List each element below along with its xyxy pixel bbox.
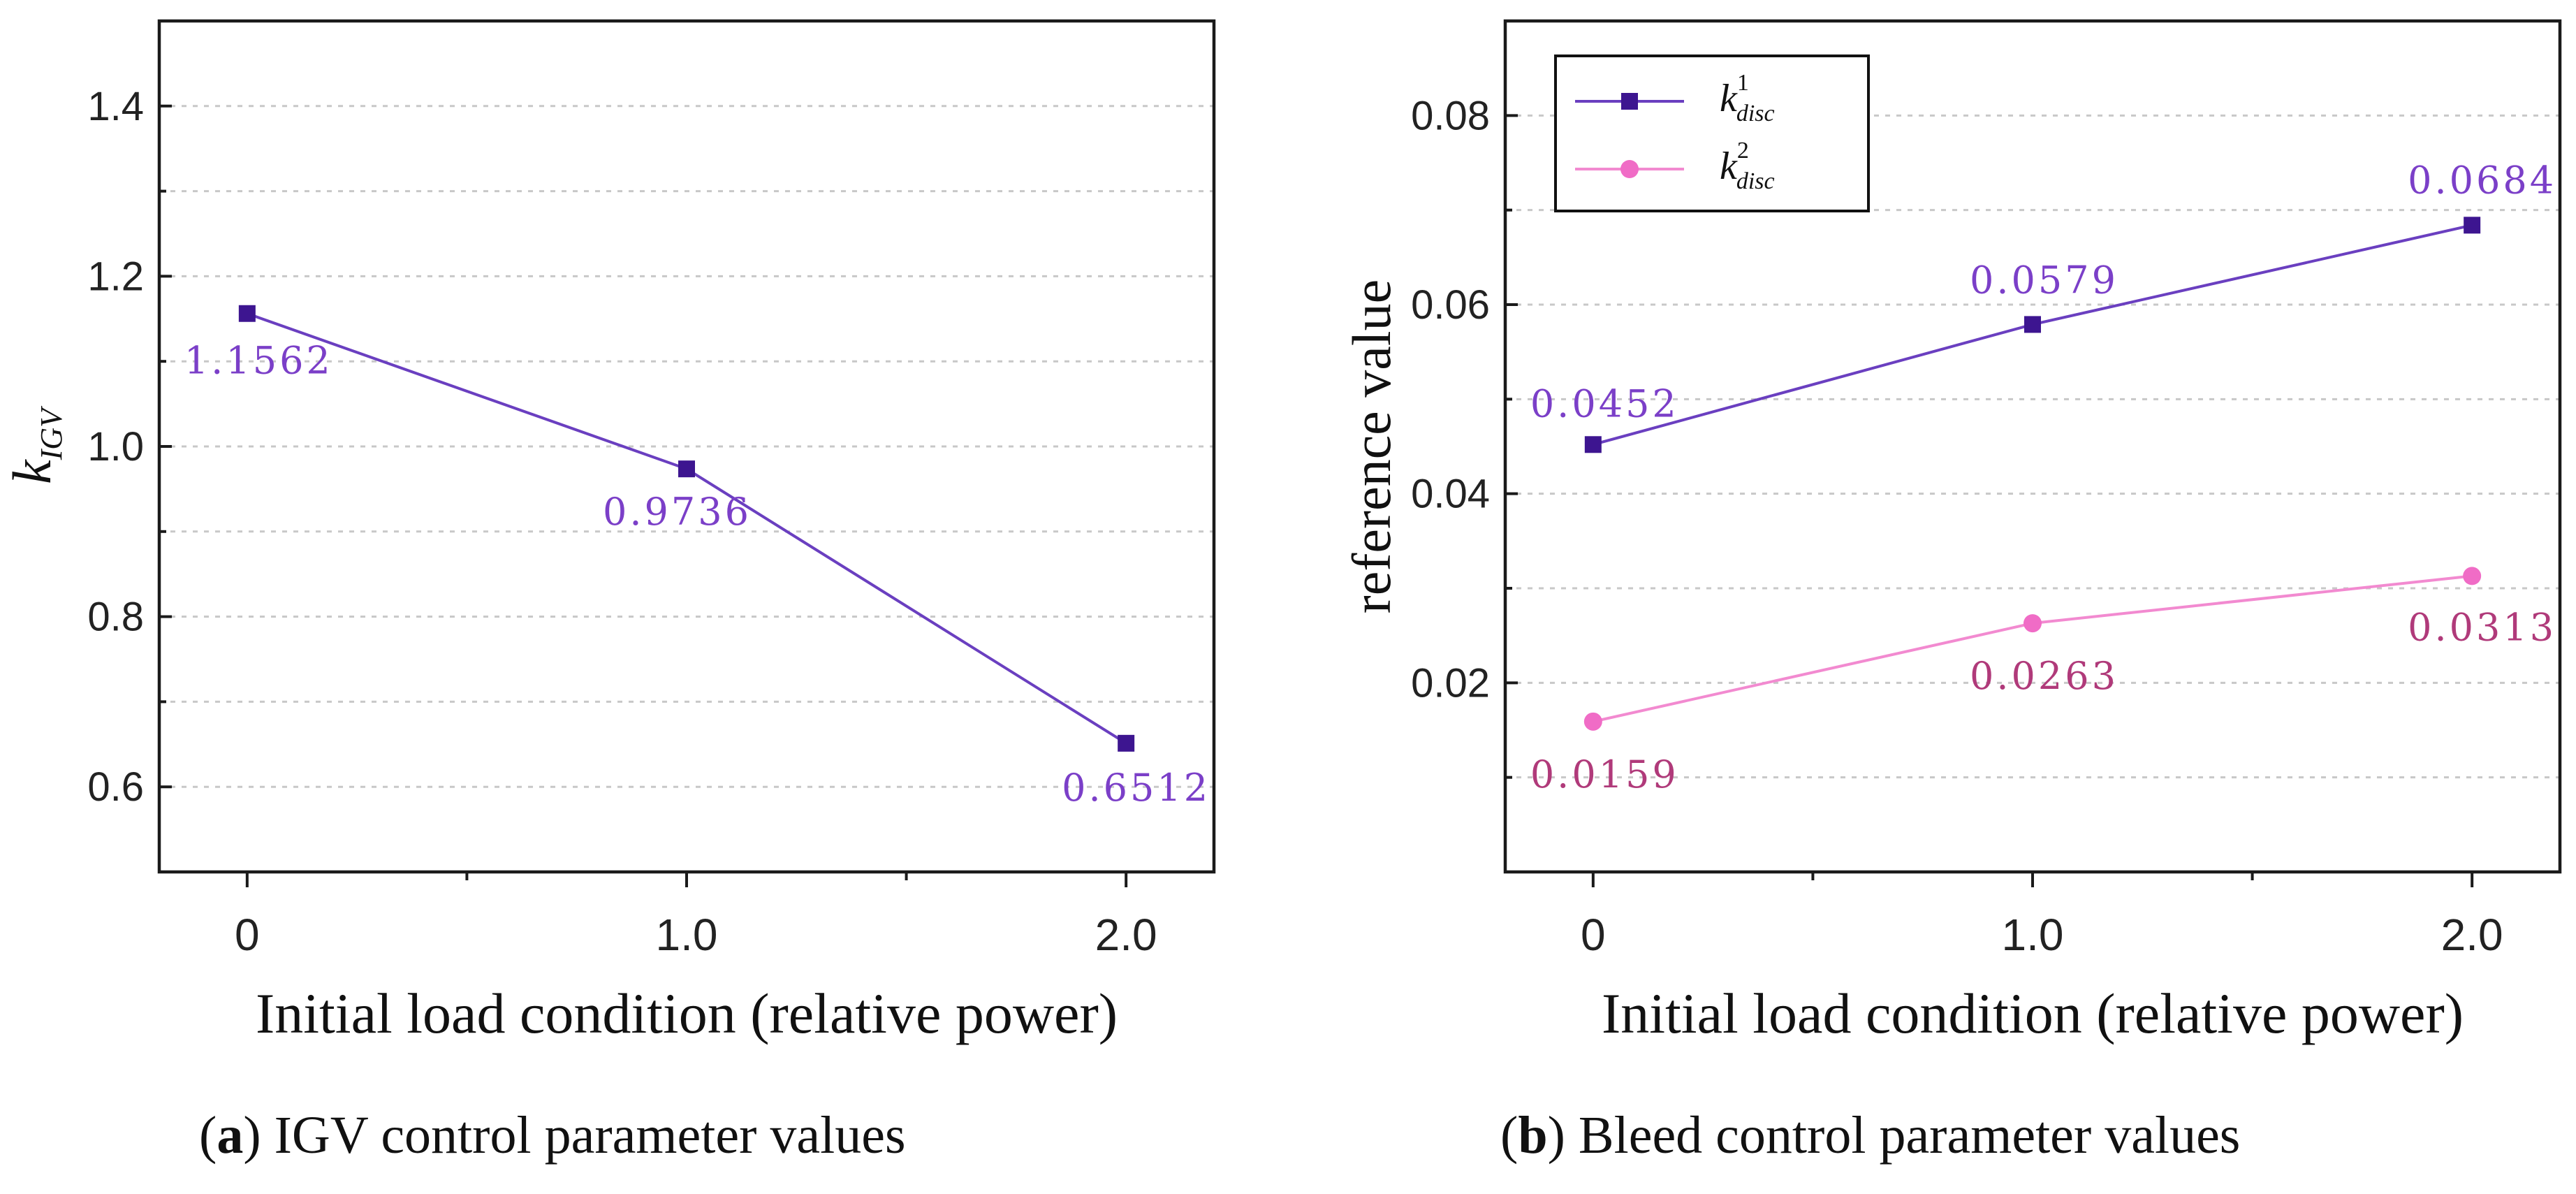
data-label: 0.0159 (1530, 752, 1679, 796)
data-label: 0.6512 (1062, 766, 1210, 810)
x-tick-label: 1.0 (2002, 910, 2064, 960)
caption-letter: b (1518, 1106, 1547, 1165)
legend-label-main: k (1720, 145, 1738, 188)
legend-label-sup: 2 (1737, 138, 1749, 163)
data-label: 1.1562 (184, 339, 333, 383)
figure-caption: (a) IGV control parameter values (199, 1106, 906, 1165)
data-point-marker (1584, 436, 1602, 453)
caption-text: ) IGV control parameter values (243, 1106, 905, 1165)
legend-label-sub: disc (1736, 101, 1775, 126)
figure-caption: (b) Bleed control parameter values (1500, 1106, 2240, 1165)
y-tick-label: 0.08 (1411, 93, 1490, 138)
legend-label: k1 disc (1720, 70, 1775, 126)
chart-b-bleed: 0.02 0.04 0.06 0.08 0 1.0 2.0 Initial load cond… (1341, 19, 2562, 1165)
data-label: 0.0263 (1970, 654, 2118, 698)
y-tick-label: 1.0 (87, 424, 144, 469)
data-label: 0.0313 (2408, 605, 2556, 649)
caption-letter: a (217, 1106, 243, 1165)
data-point-marker (238, 305, 256, 322)
y-axis-label-sub: IGV (34, 405, 68, 460)
data-point-marker (1583, 712, 1602, 731)
caption-paren: ( (199, 1106, 217, 1165)
series-line-k_disc^2 (1593, 574, 2473, 723)
x-tick-label: 2.0 (2441, 910, 2503, 960)
legend-label: k2 disc (1720, 138, 1775, 194)
legend-label-sub: disc (1736, 168, 1775, 194)
x-axis-label: Initial load condition (relative power) (1602, 982, 2464, 1045)
y-tick-label: 0.04 (1411, 472, 1490, 517)
y-axis-label-main: reference value (1341, 279, 1402, 613)
caption-text: ) Bleed control parameter values (1548, 1106, 2241, 1165)
y-axis-label: kIGV (1, 405, 68, 484)
y-axis-label: reference value (1341, 279, 1402, 613)
data-point-marker (1118, 734, 1135, 752)
legend-box (1554, 54, 1870, 212)
data-label: 0.9736 (603, 490, 752, 534)
x-tick-label: 2.0 (1095, 910, 1157, 960)
x-axis-label: Initial load condition (relative power) (256, 982, 1118, 1045)
data-point-marker (2024, 316, 2041, 333)
legend-marker (1620, 160, 1639, 178)
data-label: 0.0452 (1530, 381, 1679, 425)
y-axis-label-main: k (1, 459, 62, 484)
chart-a-igv: 0.6 0.8 1.0 1.2 1.4 0 1.0 2.0 Initial load condi… (1, 19, 1216, 1165)
legend-label-sup: 1 (1737, 70, 1749, 96)
y-tick-label: 0.02 (1411, 660, 1490, 706)
x-tick-label: 0 (1581, 910, 1606, 960)
y-tick-label: 0.8 (87, 595, 144, 640)
data-label: 0.0684 (2408, 158, 2556, 202)
y-tick-label: 0.06 (1411, 282, 1490, 328)
legend-marker (1621, 93, 1638, 110)
data-label: 0.0579 (1970, 258, 2118, 302)
legend-label-main: k (1720, 77, 1738, 120)
data-point-marker (678, 460, 695, 478)
data-point-marker (2463, 567, 2482, 585)
x-tick-label: 1.0 (656, 910, 718, 960)
y-tick-label: 0.6 (87, 764, 144, 810)
x-tick-label: 0 (235, 910, 260, 960)
y-tick-label: 1.4 (87, 84, 144, 129)
caption-paren: ( (1500, 1106, 1518, 1165)
data-point-marker (2024, 614, 2042, 633)
data-point-marker (2464, 217, 2481, 234)
y-tick-label: 1.2 (87, 254, 144, 299)
